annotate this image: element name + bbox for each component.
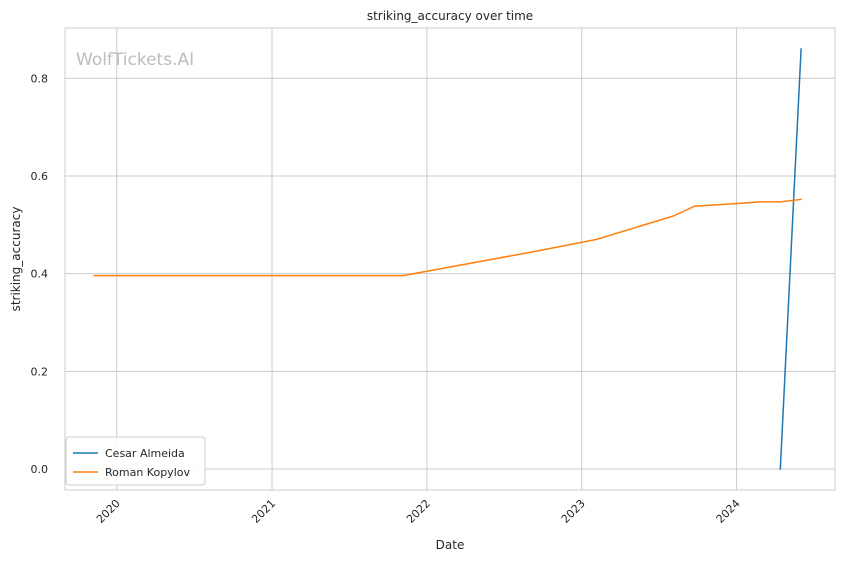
watermark: WolfTickets.AI [76,50,194,70]
y-tick-label-0.2: 0.2 [31,365,49,378]
legend-label-roman-kopylov: Roman Kopylov [105,466,190,479]
legend-box [65,436,206,486]
chart-title: striking_accuracy over time [367,9,533,23]
series-line-cesar-almeida [779,48,802,470]
legend-label-cesar-almeida: Cesar Almeida [105,447,185,460]
legend: Cesar Almeida Roman Kopylov [65,436,206,486]
y-axis-label: striking_accuracy [9,207,23,312]
x-axis-label: Date [436,538,465,552]
y-tick-label-0.0: 0.0 [31,463,49,476]
plot-area-border [64,27,836,491]
y-tick-label-0.6: 0.6 [31,170,49,183]
y-tick-label-0.8: 0.8 [31,72,49,85]
y-tick-label-0.4: 0.4 [31,268,49,281]
series-line-roman-kopylov [93,198,802,277]
y-tick-labels: 0.0 0.2 0.4 0.6 0.8 [31,72,49,476]
grid [65,28,835,490]
series-lines [93,48,802,470]
